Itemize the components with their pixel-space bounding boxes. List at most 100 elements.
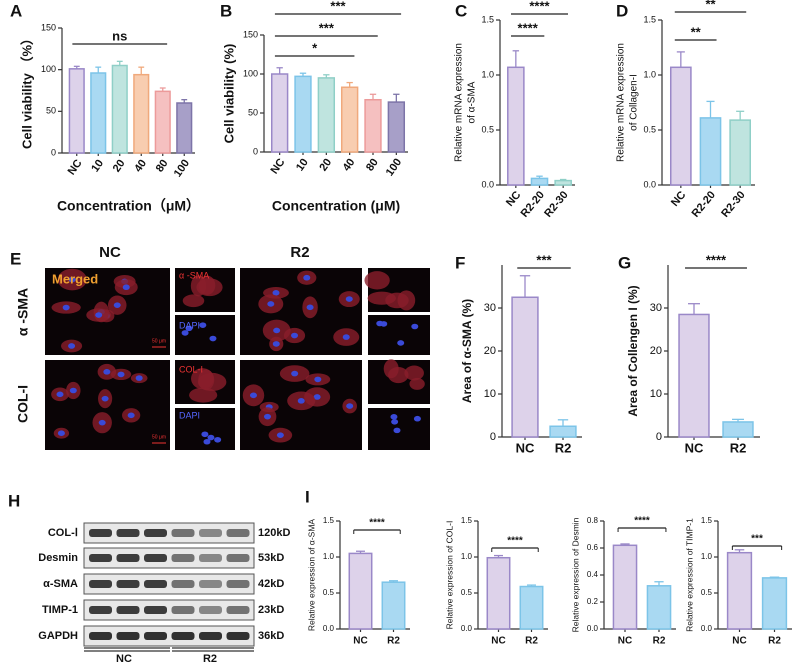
- x-tick-label: 40: [132, 158, 149, 175]
- bar: [549, 425, 577, 438]
- blot-strip: [83, 599, 255, 621]
- bar: [507, 66, 525, 186]
- y-tick-label: 1.0: [481, 69, 494, 79]
- y-axis-label: Relative expression of Desmin: [570, 517, 580, 632]
- x-tick-label: NC: [269, 156, 288, 176]
- x-tick-label: 100: [384, 157, 404, 179]
- blot-strip: [83, 625, 255, 647]
- y-tick-label: 0: [490, 431, 496, 443]
- nucleus: [185, 325, 193, 332]
- x-tick-label: R2-30: [719, 189, 747, 220]
- bar: [270, 73, 289, 153]
- y-axis-label: Cell viability （%）: [19, 32, 34, 149]
- y-tick-label: 0.5: [643, 124, 656, 134]
- bar: [612, 544, 638, 630]
- x-tick-label: 10: [89, 158, 106, 175]
- bar: [519, 585, 544, 630]
- bar: [317, 77, 336, 153]
- y-tick-label: 30: [650, 302, 662, 314]
- bar: [729, 119, 752, 186]
- x-tick-label: 10: [294, 157, 311, 174]
- protein-label: GAPDH: [38, 630, 78, 642]
- y-tick-label: 20: [484, 345, 496, 357]
- size-label: 53kD: [258, 552, 284, 564]
- nucleus: [95, 312, 103, 318]
- y-tick-label: 0: [51, 147, 56, 157]
- y-axis-label: Cell viability (%): [221, 44, 236, 144]
- significance-label: ****: [529, 0, 550, 13]
- bar: [722, 421, 754, 438]
- x-tick-label: R2: [555, 440, 572, 455]
- nucleus: [203, 438, 211, 445]
- nucleus: [297, 398, 305, 404]
- group-label: R2: [203, 653, 217, 665]
- cell: [182, 294, 205, 308]
- band: [144, 529, 167, 537]
- y-axis-label: Area of α-SMA (%): [460, 299, 474, 403]
- channel-label: COL-I: [179, 364, 203, 374]
- y-axis-label: Relative mRNA expression: [454, 43, 465, 162]
- band: [89, 580, 112, 588]
- cell: [367, 291, 396, 305]
- x-tick-label: NC: [491, 636, 505, 647]
- band: [171, 606, 195, 614]
- y-tick-label: 0.5: [701, 588, 713, 597]
- chart: 0.0 0.2 0.4 0.6 0.8 Relative expression of De…: [570, 516, 676, 647]
- bar: [646, 585, 672, 630]
- y-tick-label: 50: [248, 107, 258, 117]
- channel-label: DAPI: [179, 410, 200, 420]
- band: [199, 554, 222, 562]
- chart: A 0 50 100 150 Cell viability （%） Concentratio…: [10, 1, 200, 213]
- x-tick-label: 40: [341, 157, 358, 174]
- y-tick-label: 10: [484, 388, 496, 400]
- band: [116, 606, 140, 614]
- nucleus: [214, 436, 222, 443]
- x-tick-label: 80: [364, 157, 381, 174]
- x-tick-label: NC: [685, 440, 704, 455]
- nucleus: [276, 432, 284, 438]
- channel-label: α -SMA: [179, 270, 209, 280]
- y-tick-label: 0.0: [323, 624, 335, 633]
- panel-letter: B: [220, 1, 232, 20]
- y-tick-label: 1.5: [481, 14, 494, 24]
- x-tick-label: NC: [516, 440, 535, 455]
- band: [116, 554, 140, 562]
- row-label: COL-I: [15, 385, 31, 423]
- bar: [699, 117, 722, 186]
- cell: [409, 377, 425, 390]
- y-tick-label: 0.5: [461, 588, 473, 597]
- x-tick-label: R2-20: [690, 189, 718, 220]
- x-tick-label: R2: [525, 636, 538, 647]
- bar: [340, 86, 359, 153]
- x-tick-label: R2: [387, 636, 400, 647]
- micrograph-images: [45, 268, 430, 450]
- nucleus: [98, 419, 106, 426]
- significance-label: ****: [706, 252, 727, 267]
- x-tick-label: R2: [653, 636, 666, 647]
- x-tick-label: R2: [730, 440, 747, 455]
- band: [226, 554, 250, 562]
- band: [171, 554, 195, 562]
- chart: 0.0 0.5 1.0 1.5 Relative expression of TIMP-…: [684, 516, 792, 647]
- protein-label: TIMP-1: [42, 604, 78, 616]
- significance-label: *: [312, 40, 318, 55]
- band: [199, 606, 222, 614]
- cell: [197, 372, 227, 392]
- blot-strip: [83, 547, 255, 569]
- y-tick-label: 1.5: [701, 516, 713, 525]
- nucleus: [201, 431, 209, 438]
- y-tick-label: 0.2: [587, 597, 599, 606]
- x-tick-label: NC: [618, 636, 632, 647]
- chart: B 0 50 100 150 Cell viability (%) Concentratio…: [220, 0, 408, 214]
- nucleus: [291, 370, 299, 377]
- nucleus: [342, 334, 350, 340]
- cell: [189, 387, 218, 403]
- nucleus: [291, 332, 299, 339]
- y-tick-label: 0.0: [481, 179, 494, 189]
- band: [144, 554, 167, 562]
- band: [89, 632, 112, 640]
- y-tick-label: 20: [650, 345, 662, 357]
- size-label: 36kD: [258, 630, 284, 642]
- protein-label: α-SMA: [43, 578, 78, 590]
- chart: C 0.0 0.5 1.0 1.5 Relative mRNA expression of …: [454, 0, 575, 220]
